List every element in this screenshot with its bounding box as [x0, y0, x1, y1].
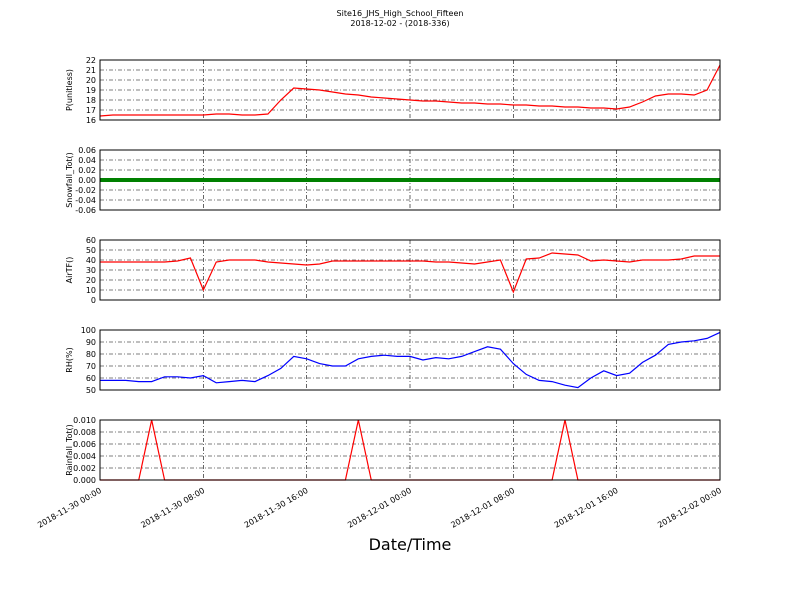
y-tick-label: 22	[86, 56, 96, 65]
y-tick-label: 100	[81, 326, 96, 335]
y-tick-label: 17	[86, 106, 96, 115]
title: Site16_JHS_High_School_Fifteen	[337, 9, 464, 18]
x-tick-label: 2018-12-01 08:00	[449, 486, 516, 530]
plot-frame	[99, 59, 721, 121]
x-tick-label: 2018-12-01 00:00	[346, 486, 413, 530]
y-axis-label: Rainfall_Tot()	[65, 424, 74, 476]
data-line	[99, 64, 721, 117]
x-tick-label: 2018-11-30 08:00	[139, 486, 206, 530]
y-tick-label: -0.06	[75, 206, 96, 215]
y-tick-label: 0	[91, 296, 96, 305]
y-tick-label: 30	[86, 266, 96, 275]
y-tick-label: 40	[86, 256, 96, 265]
x-tick-label: 2018-11-30 16:00	[243, 486, 310, 530]
subtitle: 2018-12-02 - (2018-336)	[350, 19, 449, 28]
x-tick-label: 2018-12-01 16:00	[553, 486, 620, 530]
plot-frame	[99, 149, 721, 211]
y-tick-label: 20	[86, 76, 96, 85]
y-tick-label: 19	[86, 86, 96, 95]
y-tick-label: 18	[86, 96, 96, 105]
y-tick-label: 16	[86, 116, 96, 125]
y-tick-label: 0.04	[78, 156, 96, 165]
plot-frame	[99, 239, 721, 301]
y-tick-label: 70	[86, 362, 96, 371]
y-tick-label: 10	[86, 286, 96, 295]
y-tick-label: 20	[86, 276, 96, 285]
x-tick-label: 2018-11-30 00:00	[36, 486, 103, 530]
y-tick-label: 0.006	[73, 440, 96, 449]
y-tick-label: 0.004	[73, 452, 96, 461]
y-tick-label: 60	[86, 236, 96, 245]
y-tick-label: 50	[86, 386, 96, 395]
y-axis-label: P(unitless)	[65, 69, 74, 111]
y-tick-label: 0.00	[78, 176, 96, 185]
y-tick-label: 21	[86, 66, 96, 75]
plot-frame	[99, 419, 721, 481]
x-axis-label: Date/Time	[369, 535, 452, 554]
data-line	[100, 252, 720, 294]
y-axis-label: Snowfall_Tot()	[65, 152, 74, 208]
data-line	[100, 331, 721, 389]
y-tick-label: 0.010	[73, 416, 96, 425]
y-tick-label: 0.000	[73, 476, 96, 485]
y-tick-label: -0.04	[75, 196, 96, 205]
plot-frame	[99, 329, 721, 391]
y-tick-label: 90	[86, 338, 96, 347]
y-tick-label: -0.02	[75, 186, 96, 195]
y-axis-label: AirTF()	[65, 257, 74, 284]
y-tick-label: 80	[86, 350, 96, 359]
y-tick-label: 0.002	[73, 464, 96, 473]
y-tick-label: 50	[86, 246, 96, 255]
y-axis-label: RH(%)	[65, 347, 74, 372]
x-tick-label: 2018-12-02 00:00	[656, 486, 723, 530]
y-tick-label: 0.02	[78, 166, 96, 175]
y-tick-label: 60	[86, 374, 96, 383]
y-tick-label: 0.06	[78, 146, 96, 155]
y-tick-label: 0.008	[73, 428, 96, 437]
